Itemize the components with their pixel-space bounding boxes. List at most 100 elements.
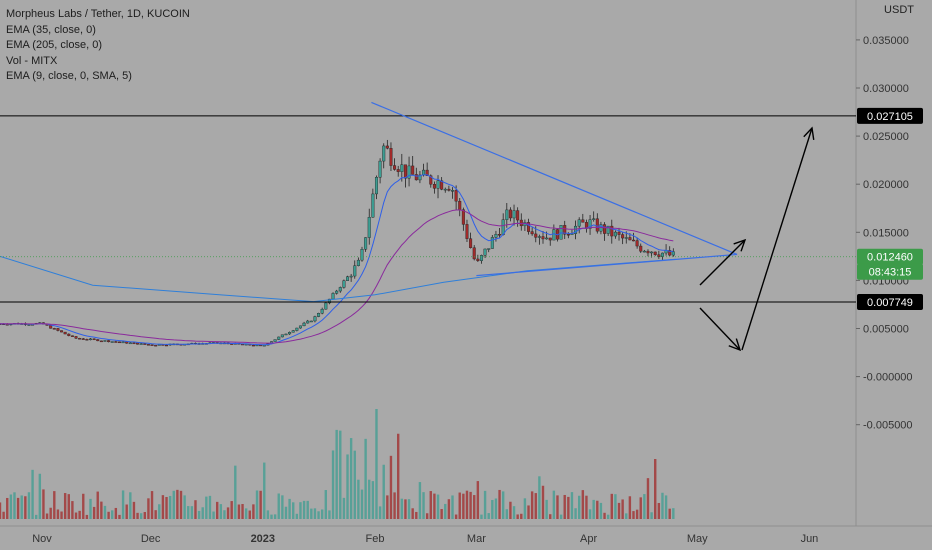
candle-body — [342, 280, 346, 288]
target-arrow[interactable] — [741, 127, 813, 351]
candle-body — [125, 341, 129, 344]
candle-body — [606, 225, 610, 234]
descending-trendline[interactable] — [371, 101, 738, 255]
volume-bar — [223, 510, 226, 519]
candle-body — [284, 333, 288, 336]
volume-bar — [201, 507, 204, 519]
volume-bar — [179, 490, 183, 519]
candle-body — [146, 344, 150, 346]
candle-body — [313, 316, 317, 322]
candle-body — [639, 245, 643, 252]
legend-symbol-title[interactable]: Morpheus Labs / Tether, 1D, KUCOIN — [6, 8, 190, 20]
volume-bar — [13, 492, 16, 519]
volume-bar — [295, 513, 299, 519]
candle-body — [563, 225, 567, 235]
breakdown-arrow[interactable] — [699, 307, 741, 351]
candle-body — [165, 344, 169, 347]
legend-volume[interactable]: Vol - MITX — [6, 54, 58, 67]
volume-bar — [205, 496, 208, 519]
volume-bar — [654, 459, 657, 519]
volume-bar — [342, 497, 346, 519]
ema-9-line — [0, 174, 674, 346]
candle-body — [451, 190, 455, 192]
candle-body — [85, 339, 89, 341]
candle-body — [255, 344, 259, 347]
volume-bar — [371, 481, 375, 519]
volume-bar — [89, 498, 92, 519]
candle-body — [291, 330, 295, 333]
candle-body — [114, 341, 118, 343]
volume-bar — [581, 490, 585, 519]
price-tick-label: -0.005000 — [863, 420, 913, 432]
volume-bar — [552, 490, 556, 519]
candle-body — [545, 237, 549, 240]
volume-bar — [270, 514, 273, 519]
candle-body — [628, 237, 632, 241]
volume-bar — [2, 511, 5, 519]
volume-bar — [147, 498, 150, 519]
volume-bar — [625, 513, 628, 519]
volume-bar — [212, 511, 215, 519]
candle-body — [436, 180, 440, 189]
volume-bar — [480, 514, 483, 519]
candle-body — [81, 338, 85, 340]
candle-body — [107, 340, 111, 343]
price-axis-unit: USDT — [884, 4, 914, 16]
candle-body — [469, 238, 473, 248]
volume-bar — [183, 495, 186, 519]
candle-body — [70, 335, 74, 337]
volume-bar — [512, 506, 516, 519]
volume-bar — [49, 507, 52, 519]
candle-body — [306, 320, 310, 324]
volume-bar — [208, 495, 212, 519]
volume-bar — [505, 509, 508, 519]
price-tick-label: 0.005000 — [863, 324, 909, 336]
ascending-trendline[interactable] — [476, 253, 738, 277]
ema-35-line — [0, 209, 674, 344]
candle-body — [309, 320, 313, 323]
candle-body — [378, 160, 382, 178]
candle-body — [60, 330, 64, 333]
legend-ema-35[interactable]: EMA (35, close, 0) — [6, 23, 96, 36]
volume-bar — [411, 508, 414, 519]
candle-body — [588, 219, 592, 229]
candle-body — [295, 327, 299, 331]
candle-body — [432, 184, 436, 189]
time-tick-label: Nov — [32, 533, 52, 545]
volume-bar — [136, 512, 139, 519]
candle-body — [356, 259, 360, 266]
candle-body — [382, 145, 386, 162]
breakout-arrow-head — [733, 238, 747, 252]
volume-bar — [415, 511, 418, 519]
legend-ema-205[interactable]: EMA (205, close, 0) — [6, 39, 102, 51]
candle-body — [367, 217, 371, 238]
volume-bar — [190, 506, 194, 519]
candle-body — [537, 236, 541, 238]
candle-body — [273, 339, 277, 342]
price-tick-label: 0.035000 — [863, 35, 909, 47]
volume-bar — [219, 504, 223, 519]
volume-bar — [71, 501, 74, 519]
candle-body — [592, 218, 596, 220]
time-tick-label: 2023 — [251, 533, 275, 545]
volume-bar — [487, 513, 490, 519]
volume-bar — [578, 495, 581, 519]
volume-bar — [82, 493, 85, 519]
volume-bar — [143, 512, 146, 519]
candle-body — [154, 344, 158, 347]
breakout-arrow[interactable] — [699, 239, 746, 286]
volume-bar — [317, 511, 320, 519]
legend-ema-9[interactable]: EMA (9, close, 0, SMA, 5) — [6, 70, 132, 82]
candle-body — [317, 313, 321, 317]
ema-205-line — [0, 255, 676, 303]
volume-bar — [60, 511, 63, 519]
volume-bar — [139, 513, 143, 519]
time-tick-label: Jun — [801, 533, 819, 545]
volume-bar — [194, 500, 197, 519]
volume-bar — [132, 501, 136, 519]
candle-body — [371, 193, 375, 218]
candle-body — [440, 180, 444, 190]
candle-body — [559, 225, 563, 240]
time-tick-label: Apr — [580, 533, 597, 545]
